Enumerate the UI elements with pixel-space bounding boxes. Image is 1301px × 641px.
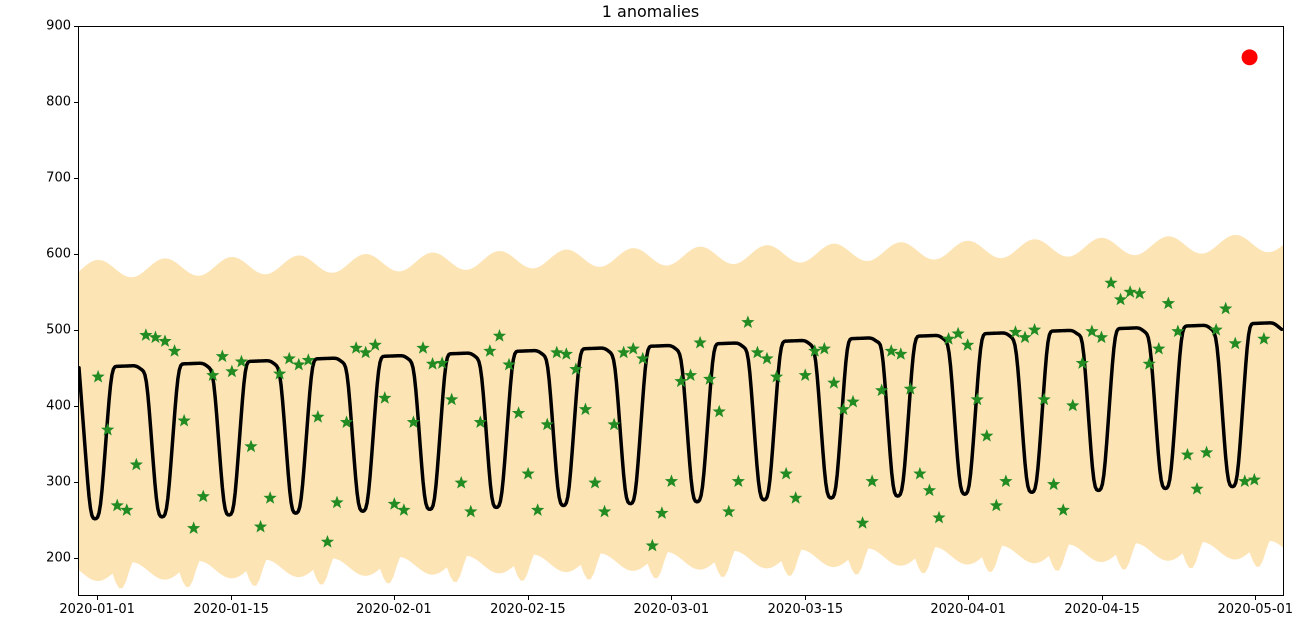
x-tick-label: 2020-03-15 [768, 602, 844, 617]
x-tick-label: 2020-01-15 [193, 602, 269, 617]
x-tick-label: 2020-05-01 [1218, 602, 1294, 617]
x-tick-label: 2020-01-01 [59, 602, 135, 617]
x-tick-label: 2020-02-01 [356, 602, 432, 617]
x-tick-mark [97, 596, 98, 600]
anomaly-chart: 1 anomalies 200 300 400 500 600 700 800 900 202… [0, 0, 1301, 641]
y-tick-mark [74, 330, 78, 331]
y-tick-label: 200 [31, 551, 71, 566]
y-tick-mark [74, 102, 78, 103]
y-tick-label: 500 [31, 323, 71, 338]
x-tick-label: 2020-02-15 [490, 602, 566, 617]
x-tick-label: 2020-04-01 [930, 602, 1006, 617]
x-tick-mark [1102, 596, 1103, 600]
y-tick-mark [74, 558, 78, 559]
y-tick-mark [74, 254, 78, 255]
x-tick-mark [968, 596, 969, 600]
y-tick-mark [74, 26, 78, 27]
x-tick-mark [671, 596, 672, 600]
x-tick-mark [805, 596, 806, 600]
y-tick-mark [74, 482, 78, 483]
x-tick-mark [231, 596, 232, 600]
y-tick-label: 800 [31, 95, 71, 110]
x-tick-label: 2020-03-01 [634, 602, 710, 617]
plot-svg [79, 27, 1283, 595]
chart-title: 1 anomalies [0, 2, 1301, 21]
y-tick-label: 900 [31, 19, 71, 34]
y-tick-mark [74, 178, 78, 179]
y-tick-label: 400 [31, 399, 71, 414]
x-tick-mark [1255, 596, 1256, 600]
x-tick-mark [528, 596, 529, 600]
x-tick-label: 2020-04-15 [1064, 602, 1140, 617]
anomaly-point [1242, 49, 1258, 65]
x-tick-mark [394, 596, 395, 600]
confidence-band [79, 235, 1283, 588]
y-tick-mark [74, 406, 78, 407]
plot-area [78, 26, 1284, 596]
y-tick-label: 600 [31, 247, 71, 262]
y-tick-label: 300 [31, 475, 71, 490]
y-tick-label: 700 [31, 171, 71, 186]
